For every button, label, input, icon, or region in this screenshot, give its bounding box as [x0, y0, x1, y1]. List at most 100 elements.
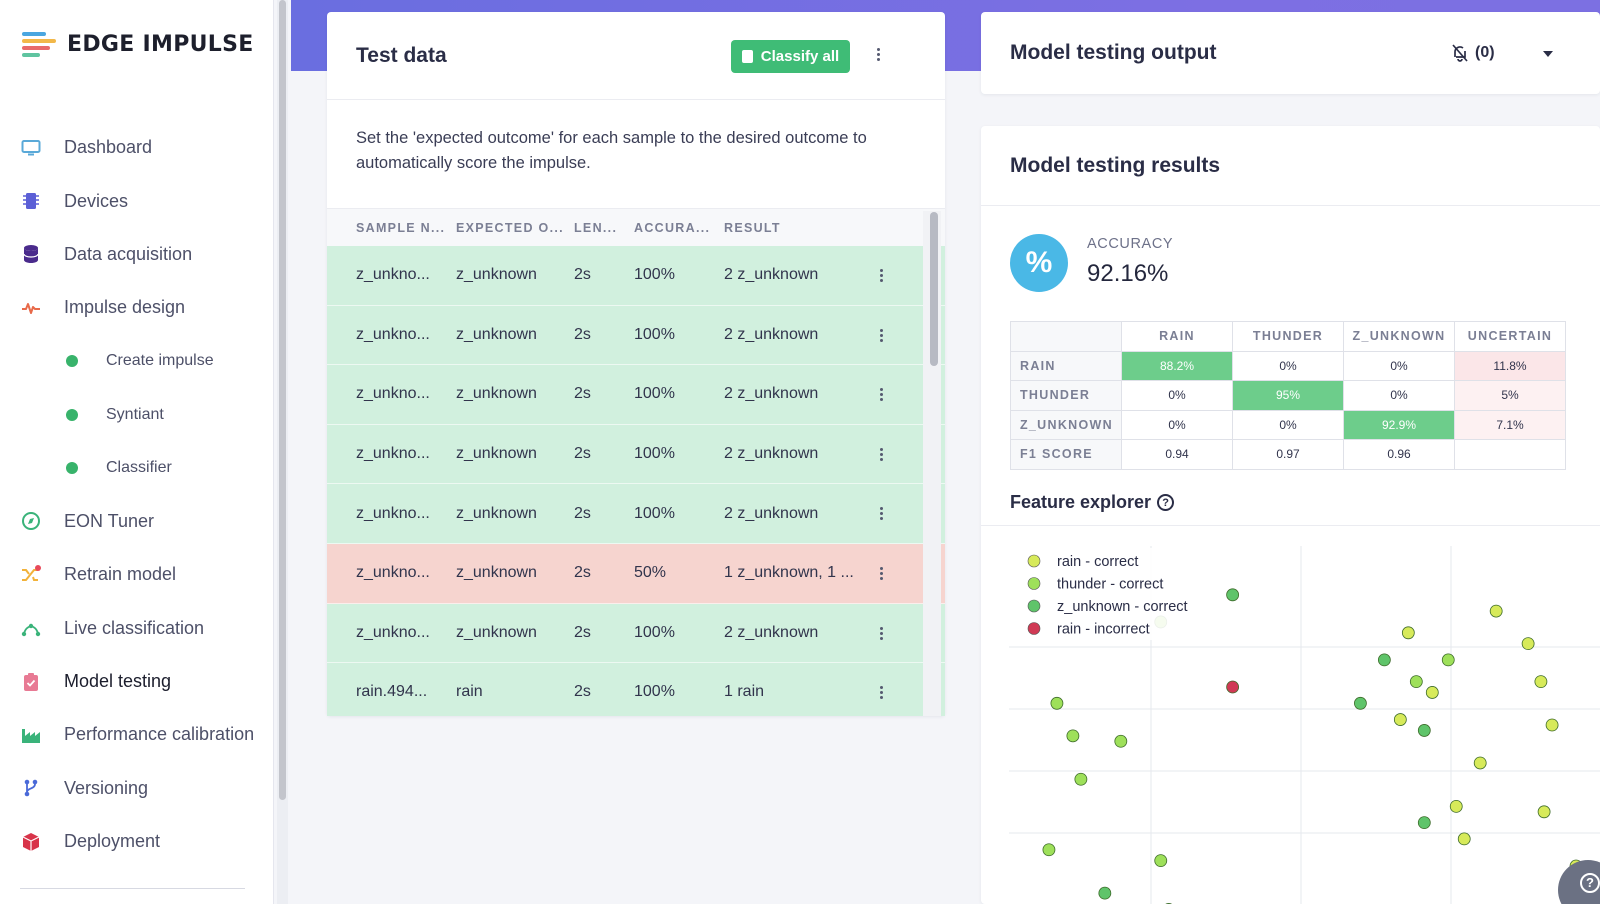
chart-legend [1009, 548, 1199, 640]
scatter-point[interactable] [1457, 832, 1471, 846]
scatter-point[interactable] [1377, 653, 1391, 667]
scatter-point[interactable] [1154, 854, 1168, 868]
accuracy-label: ACCURACY [1087, 236, 1174, 252]
confusion-matrix-col-header: UNCERTAIN [1454, 321, 1566, 352]
notifications-toggle[interactable]: (0) [1450, 43, 1495, 63]
table-row[interactable]: z_unkno... z_unknown 2s 100% 2 z_unknown [327, 603, 945, 664]
sidebar-item-data-acquisition[interactable]: Data acquisition [0, 228, 274, 281]
confusion-matrix-cell: 0% [1121, 380, 1233, 411]
scatter-point[interactable] [1098, 886, 1112, 900]
scatter-point[interactable] [1226, 680, 1240, 694]
sidebar-item-dashboard[interactable]: Dashboard [0, 121, 274, 174]
row-menu-icon[interactable] [878, 507, 884, 521]
scatter-point[interactable] [1489, 604, 1503, 618]
column-header-sample-name[interactable]: SAMPLE N... [356, 220, 446, 235]
table-row[interactable]: z_unkno... z_unknown 2s 100% 2 z_unknown [327, 305, 945, 366]
scatter-point[interactable] [1425, 686, 1439, 699]
scatter-point[interactable] [1545, 718, 1559, 732]
accuracy-cell: 50% [634, 564, 667, 582]
sidebar-item-model-testing[interactable]: Model testing [0, 655, 274, 708]
sidebar-item-performance-calibration[interactable]: Performance calibration [0, 708, 274, 761]
row-menu-icon[interactable] [878, 388, 884, 402]
result-cell: 2 z_unknown [724, 445, 819, 463]
sidebar-item-label: Model testing [64, 671, 172, 692]
scatter-point[interactable] [1042, 843, 1056, 857]
scatter-point[interactable] [1409, 675, 1423, 689]
legend-label[interactable]: rain - correct [1057, 554, 1138, 570]
table-row[interactable]: z_unkno... z_unknown 2s 100% 2 z_unknown [327, 484, 945, 544]
scatter-point[interactable] [1449, 799, 1463, 813]
scatter-point[interactable] [1473, 756, 1487, 770]
length-cell: 2s [574, 623, 591, 641]
scatter-point[interactable] [1050, 696, 1064, 710]
sidebar-item-impulse-design[interactable]: Impulse design [0, 281, 274, 334]
help-icon[interactable]: ? [1157, 494, 1175, 511]
scatter-point[interactable] [1521, 637, 1535, 651]
scatter-point[interactable] [1074, 772, 1088, 786]
feature-explorer-chart[interactable]: rain - correct thunder - correct z_unknown… [981, 526, 1600, 904]
row-menu-icon[interactable] [878, 626, 884, 640]
sidebar-item-deployment[interactable]: Deployment [0, 815, 274, 868]
legend-label[interactable]: z_unknown - correct [1057, 599, 1188, 615]
result-cell: 2 z_unknown [724, 504, 819, 522]
column-header-result[interactable]: RESULT [724, 220, 781, 235]
sidebar-item-retrain-model[interactable]: Retrain model [0, 548, 274, 601]
sample-name-cell: z_unkno... [356, 504, 430, 522]
accuracy-cell: 100% [634, 385, 675, 403]
table-row[interactable]: z_unkno... z_unknown 2s 100% 2 z_unknown [327, 424, 945, 485]
scatter-point[interactable] [1441, 653, 1455, 667]
model-testing-output-card: Model testing output (0) [981, 12, 1600, 94]
test-data-table: SAMPLE N... EXPECTED O... LEN... ACCURA.… [327, 208, 945, 716]
length-cell: 2s [574, 266, 591, 284]
scatter-point[interactable] [1354, 696, 1367, 710]
sidebar-item-live-classification[interactable]: Live classification [0, 602, 274, 655]
sidebar-item-syntiant[interactable]: Syntiant [0, 388, 274, 441]
column-header-length[interactable]: LEN... [574, 220, 618, 235]
table-row[interactable]: rain.494... rain 2s 100% 1 rain [327, 663, 945, 716]
table-row[interactable]: z_unkno... z_unknown 2s 100% 2 z_unknown [327, 365, 945, 425]
legend-marker [1027, 599, 1041, 613]
scatter-point[interactable] [1534, 675, 1548, 689]
row-menu-icon[interactable] [878, 269, 884, 282]
classify-all-button[interactable]: Classify all [731, 40, 850, 73]
table-scrollbar-thumb[interactable] [930, 212, 938, 366]
table-row[interactable]: z_unkno... z_unknown 2s 50% 1 z_unknown, 1 .… [327, 543, 945, 604]
sidebar-item-classifier[interactable]: Classifier [0, 441, 274, 494]
confusion-matrix-row-header: F1 SCORE [1010, 439, 1122, 470]
confusion-matrix-col-header: Z_UNKNOWN [1343, 321, 1455, 352]
sidebar-item-eon-tuner[interactable]: EON Tuner [0, 495, 274, 548]
legend-label[interactable]: rain - incorrect [1057, 622, 1150, 638]
monitor-icon [20, 137, 42, 159]
confusion-matrix-row-header: Z_UNKNOWN [1010, 409, 1122, 440]
scatter-point[interactable] [1393, 713, 1407, 726]
column-header-expected-outcome[interactable]: EXPECTED O... [456, 220, 564, 235]
row-menu-icon[interactable] [878, 566, 884, 580]
sidebar-item-devices[interactable]: Devices [0, 174, 274, 227]
row-menu-icon[interactable] [878, 447, 884, 461]
sidebar-item-label: Devices [64, 190, 129, 211]
sample-name-cell: z_unkno... [356, 266, 430, 284]
chevron-down-icon[interactable] [1541, 49, 1555, 59]
brand-logo[interactable]: EDGE IMPULSE [22, 30, 254, 58]
scatter-point[interactable] [1066, 729, 1080, 743]
sidebar-scrollbar-thumb[interactable] [279, 0, 286, 800]
test-data-menu-icon[interactable] [875, 48, 881, 61]
result-cell: 2 z_unknown [724, 266, 819, 284]
scatter-point[interactable] [1114, 734, 1128, 748]
confusion-matrix-cell: 11.8% [1454, 350, 1566, 381]
row-menu-icon[interactable] [878, 328, 884, 342]
test-data-description: Set the 'expected outcome' for each samp… [356, 129, 867, 172]
scatter-point[interactable] [1226, 588, 1240, 602]
column-header-accuracy[interactable]: ACCURA... [634, 220, 711, 235]
sidebar-item-versioning[interactable]: Versioning [0, 762, 274, 815]
scatter-point[interactable] [1417, 724, 1431, 737]
database-icon [20, 243, 42, 265]
legend-label[interactable]: thunder - correct [1057, 577, 1163, 593]
table-row[interactable]: z_unkno... z_unknown 2s 100% 2 z_unknown [327, 246, 945, 306]
sidebar-item-create-impulse[interactable]: Create impulse [0, 335, 274, 388]
scatter-point[interactable] [1417, 816, 1431, 830]
scatter-point[interactable] [1537, 805, 1551, 819]
row-menu-icon[interactable] [878, 686, 884, 700]
table-header: SAMPLE N... EXPECTED O... LEN... ACCURA.… [327, 208, 945, 246]
scatter-point[interactable] [1401, 626, 1415, 640]
